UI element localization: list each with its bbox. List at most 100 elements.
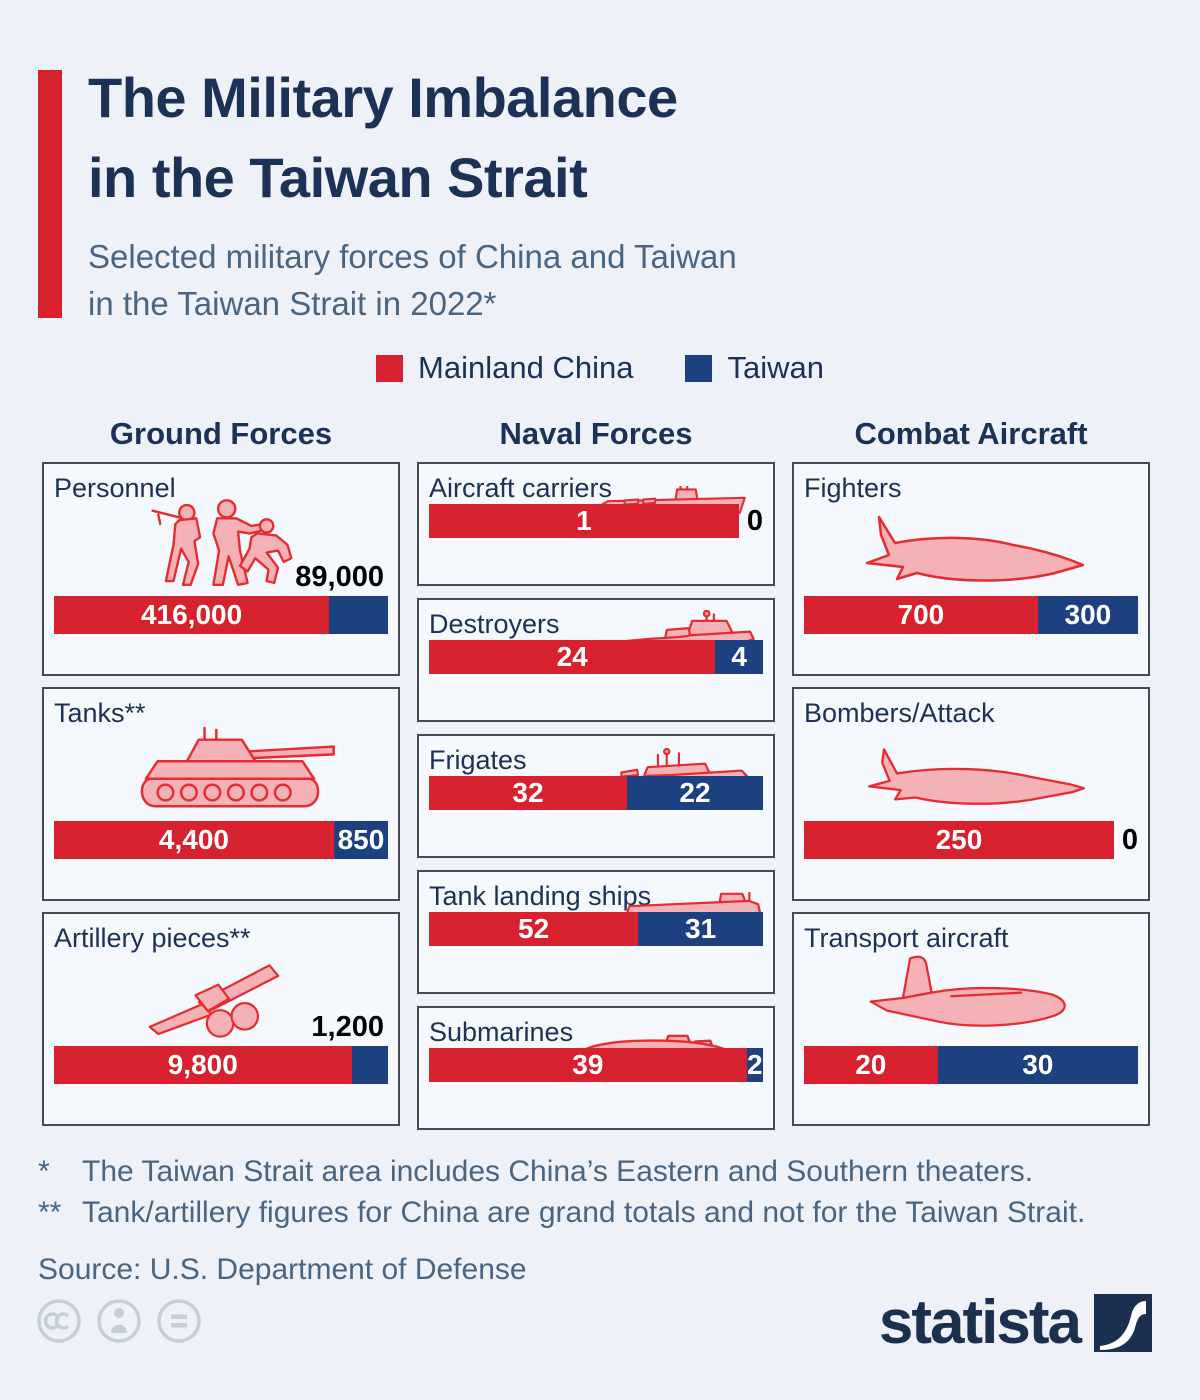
statista-wordmark: statista [878,1288,1082,1357]
legend: Mainland China Taiwan [0,350,1200,386]
personnel-icon-area [54,499,388,591]
china-value-label: 32 [512,777,544,809]
transport-aircraft-bar: 20 30 [804,1046,1138,1084]
combat-aircraft-header: Combat Aircraft [854,416,1088,451]
china-bar-segment: 416,000 [54,596,330,634]
footnote-1-marker: * [38,1155,50,1188]
panel-frigates: Frigates 32 22 [417,734,775,858]
china-value-label: 1 [576,505,592,537]
naval-forces-header: Naval Forces [499,416,693,451]
artillery-icon [148,964,280,1038]
china-bar-segment: 1 [429,504,739,539]
page-title: The Military Imbalance in the Taiwan Str… [88,58,678,217]
page-subtitle-line2: in the Taiwan Strait in 2022* [88,284,497,322]
tanks-label: Tanks** [54,698,146,728]
fighters-bar-wrap: 700 300 [804,596,1138,634]
personnel-bar: 416,000 [54,596,388,634]
footnote-2-marker: ** [38,1195,62,1229]
taiwan-bar-segment: 4 [715,640,763,675]
taiwan-value-label: 4 [731,641,747,673]
china-bar-segment: 24 [429,640,716,675]
china-value-label: 416,000 [140,599,243,630]
tanks-bar-wrap: 4,400 850 [54,821,388,859]
china-value-label: 20 [855,1049,887,1080]
panel-tank-landing-ships: Tank landing ships 52 31 [417,870,775,994]
soldiers-icon [151,499,293,586]
taiwan-bar-segment: 22 [626,776,763,811]
fighter-jet-icon [865,515,1085,582]
artillery-label: Artillery pieces** [54,923,251,953]
destroyers-bar-wrap: 24 4 [429,640,763,675]
taiwan-value-label: 850 [337,824,385,855]
china-bar-segment: 20 [804,1046,938,1084]
footnote-2-text: Tank/artillery figures for China are gra… [82,1195,1086,1229]
china-value-label: 4,400 [158,824,229,855]
panel-fighters: Fighters 700 300 [792,462,1150,676]
china-bar-segment: 4,400 [54,821,334,859]
taiwan-value-label: 1,200 [311,1011,384,1043]
panel-tanks: Tanks** 4,400 850 [42,687,400,901]
panel-artillery: Artillery pieces** 9,800 1,200 [42,912,400,1126]
footnote-1: * The Taiwan Strait area includes China’… [38,1152,1085,1193]
artillery-bar-wrap: 9,800 1,200 [54,1013,388,1084]
china-value-label: 39 [572,1049,604,1081]
personnel-label: Personnel [54,473,176,503]
page-title-line2: in the Taiwan Strait [88,145,588,209]
panel-transport-aircraft: Transport aircraft 20 30 [792,912,1150,1126]
destroyers-label: Destroyers [429,609,560,639]
ground-forces-header: Ground Forces [109,416,333,451]
statista-mark-icon [1094,1294,1152,1352]
frigates-label: Frigates [429,745,527,775]
china-value-label: 24 [556,641,588,673]
column-ground-forces: Ground Forces Personnel 416,000 89,000 T… [42,416,400,1142]
taiwan-value-label: 2 [747,1049,763,1081]
panel-personnel: Personnel 416,000 89,000 [42,462,400,676]
tank-landing-ships-bar: 52 31 [429,912,763,947]
footnote-2: ** Tank/artillery figures for China are … [38,1193,1085,1234]
cc-icon [37,1299,81,1343]
license-icons [36,1298,202,1344]
fighters-icon-area [804,504,1138,591]
page-title-line1: The Military Imbalance [88,66,678,129]
china-bar-segment: 9,800 [54,1046,352,1084]
china-value-label: 52 [518,913,550,945]
taiwan-value-label: 22 [679,777,711,809]
china-value-label: 250 [935,824,983,855]
attribution-icon [97,1299,141,1343]
legend-item-taiwan: Taiwan [685,350,824,386]
footnote-1-text: The Taiwan Strait area includes China’s … [82,1155,1034,1188]
panel-bombers: Bombers/Attack 250 0 [792,687,1150,901]
panel-destroyers: Destroyers 24 4 [417,598,775,722]
destroyers-bar: 24 4 [429,640,763,675]
tank-icon [140,726,335,808]
china-value-label: 700 [897,599,945,630]
column-combat-aircraft: Combat Aircraft Fighters 700 300 Bombers/… [792,416,1150,1142]
china-value-label: 9,800 [167,1049,238,1080]
tanks-bar: 4,400 850 [54,821,388,859]
taiwan-bar-segment: 300 [1037,596,1138,634]
personnel-bar-wrap: 416,000 89,000 [54,563,388,634]
china-bar-segment: 250 [804,821,1114,859]
chart-columns: Ground Forces Personnel 416,000 89,000 T… [42,416,1150,1142]
taiwan-bar-segment [351,1046,388,1084]
tanks-icon-area [54,726,388,816]
china-bar-segment: 52 [429,912,639,947]
taiwan-value-label: 0 [1121,823,1138,856]
source-text: Source: U.S. Department of Defense [38,1252,527,1286]
transport-aircraft-label: Transport aircraft [804,923,1009,953]
artillery-icon-area [54,954,388,1041]
tank-landing-ships-label: Tank landing ships [429,881,652,911]
bombers-label: Bombers/Attack [804,698,995,728]
china-bar-segment: 39 [429,1048,747,1083]
taiwan-value-label: 30 [1022,1049,1054,1080]
fighters-bar: 700 300 [804,596,1138,634]
taiwan-bar-segment: 31 [638,912,763,947]
page-subtitle: Selected military forces of China and Ta… [88,234,737,328]
taiwan-value-label: 0 [746,504,763,537]
statista-logo: statista [879,1292,1152,1354]
transport-aircraft-icon-area [804,954,1138,1041]
